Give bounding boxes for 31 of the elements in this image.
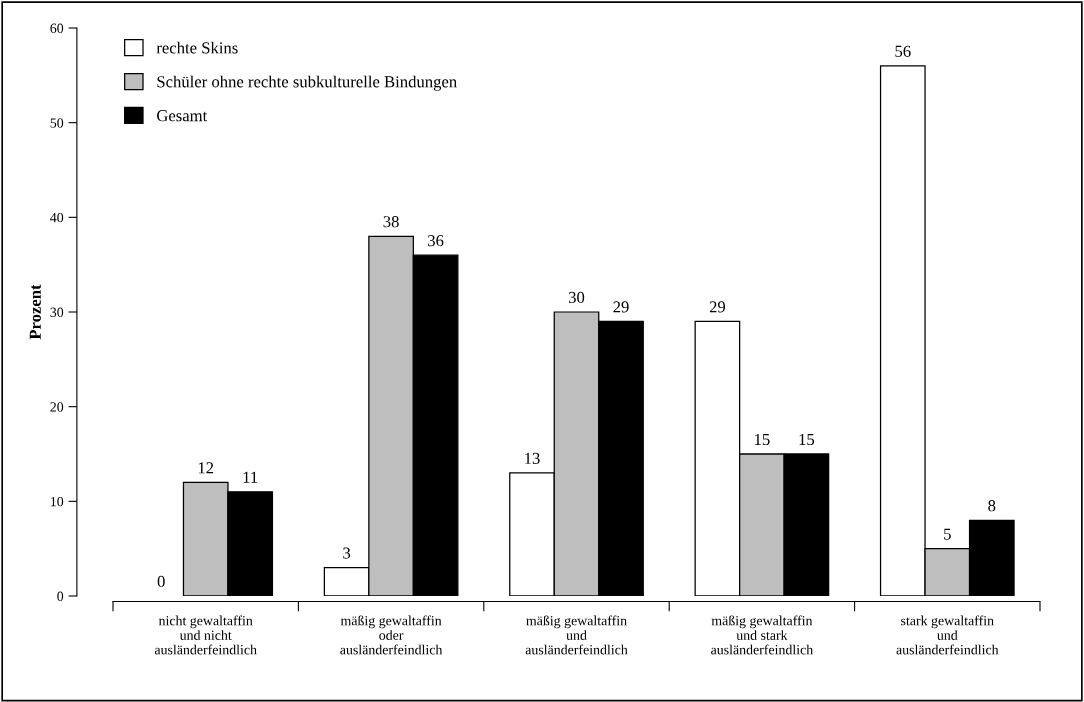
data-label: 30 bbox=[568, 291, 585, 304]
data-label: 38 bbox=[383, 216, 399, 228]
data-label: 29 bbox=[709, 301, 726, 313]
data-label: 11 bbox=[243, 471, 258, 483]
x-tick-label: mäßig gewaltaffin oder ausländerfeindlich bbox=[340, 615, 443, 655]
data-label: 15 bbox=[799, 433, 815, 446]
data-label: 12 bbox=[198, 462, 214, 474]
x-tick-label: stark gewaltaffin und ausländerfeindlich bbox=[896, 615, 999, 655]
x-tick-label: nicht gewaltaffin und nicht ausländerfeindlich bbox=[154, 615, 257, 655]
x-tick-label: mäßig gewaltaffin und stark ausländerfeindlich bbox=[711, 615, 814, 655]
data-label: 56 bbox=[895, 45, 911, 57]
data-label: 13 bbox=[525, 452, 540, 464]
y-tick-label: 0 bbox=[57, 591, 64, 601]
data-label: 0 bbox=[157, 575, 165, 588]
y-axis-title: Prozent bbox=[29, 284, 41, 340]
data-label: 8 bbox=[988, 500, 996, 512]
y-tick-label: 30 bbox=[50, 307, 64, 317]
y-tick-label: 50 bbox=[50, 118, 64, 128]
legend-label: rechte Skins bbox=[156, 41, 238, 54]
legend-label: Gesamt bbox=[157, 110, 208, 122]
data-label: 5 bbox=[944, 528, 951, 540]
data-label: 29 bbox=[613, 301, 629, 313]
data-label: 3 bbox=[343, 547, 351, 559]
data-label: 15 bbox=[755, 433, 770, 446]
y-tick-label: 40 bbox=[50, 212, 64, 223]
y-tick-label: 20 bbox=[50, 402, 64, 412]
legend-label: Schüler ohne rechte subkulturelle Bindungen bbox=[157, 75, 457, 91]
y-tick-label: 10 bbox=[51, 496, 64, 507]
y-tick-label: 60 bbox=[50, 23, 64, 33]
data-label: 36 bbox=[428, 235, 444, 247]
x-tick-label: mäßig gewaltaffin und ausländerfeindlich bbox=[525, 615, 628, 655]
